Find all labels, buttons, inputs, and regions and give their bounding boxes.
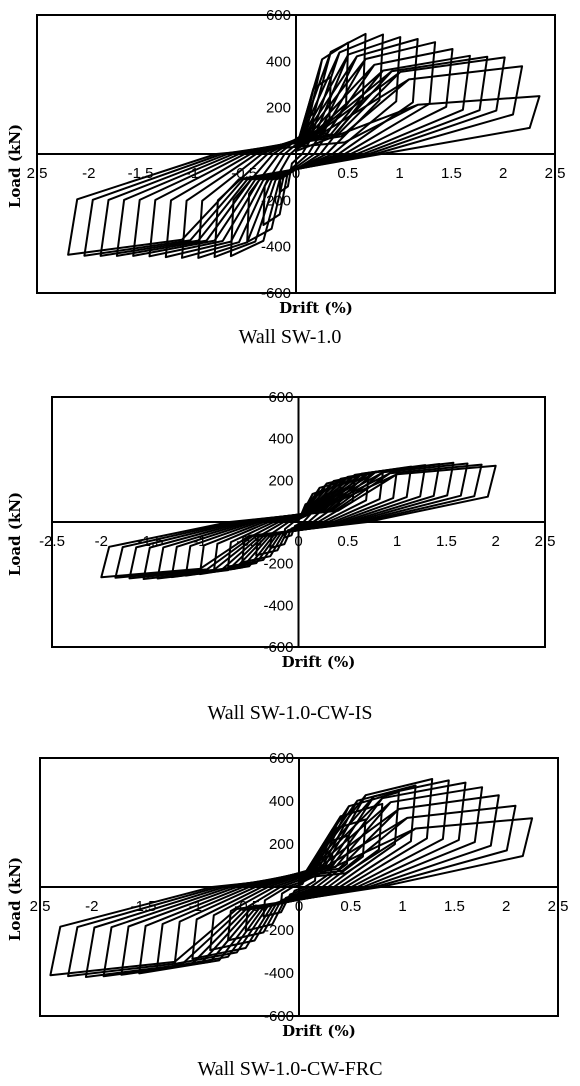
hysteresis-chart-1: 2.5 -2 -1.5 -1 -0.5 0 0.5 1 1.5 2 2.5 -600 -400 -200 2… bbox=[6, 7, 566, 317]
x-tick-label: -1 bbox=[193, 533, 206, 550]
hysteresis-loop bbox=[197, 36, 402, 259]
x-tick-label: 1 bbox=[398, 898, 406, 915]
x-tick-label: 2.5 bbox=[27, 165, 48, 182]
y-tick-label: -400 bbox=[261, 239, 291, 256]
x-tick-label: -2 bbox=[82, 165, 95, 182]
y-tick-label: -400 bbox=[263, 597, 293, 614]
hysteresis-loop bbox=[173, 784, 417, 965]
y-tick-label: 400 bbox=[269, 793, 294, 810]
hysteresis-loop bbox=[99, 56, 506, 257]
x-tick-label: 2 bbox=[499, 165, 507, 182]
hysteresis-loop bbox=[155, 778, 434, 971]
y-tick-label: 400 bbox=[268, 431, 293, 448]
chart-caption-1: Wall SW-1.0 bbox=[238, 326, 342, 348]
x-tick-label: 0 bbox=[295, 898, 303, 915]
chart-panel-2: -2.5 -2 -1.5 -1 -0.5 0 0.5 1 1.5 2 2.5 -600 -400 -200… bbox=[0, 380, 580, 724]
hysteresis-chart-2: -2.5 -2 -1.5 -1 -0.5 0 0.5 1 1.5 2 2.5 -600 -400 -200… bbox=[6, 389, 556, 671]
x-axis-title: Drift (%) bbox=[279, 299, 353, 317]
y-tick-label: -600 bbox=[261, 285, 291, 302]
hysteresis-loop bbox=[191, 791, 400, 960]
x-tick-label: 2.5 bbox=[30, 898, 51, 915]
chart-panel-3: 2.5 -2 -1.5 -1 -0.5 0 0.5 1 1.5 2 2.5 -600 -400 -200 2… bbox=[0, 740, 580, 1086]
x-tick-label: -0.5 bbox=[231, 165, 257, 182]
x-tick-label: 1 bbox=[393, 533, 401, 550]
x-tick-label: 1 bbox=[395, 165, 403, 182]
y-tick-label: -200 bbox=[264, 922, 294, 939]
chart-panel-1: 2.5 -2 -1.5 -1 -0.5 0 0.5 1 1.5 2 2.5 -600 -400 -200 2… bbox=[0, 0, 580, 348]
chart-caption-3: Wall SW-1.0-CW-FRC bbox=[197, 1058, 383, 1080]
x-tick-label: -2.5 bbox=[39, 533, 65, 550]
x-tick-label: -1.5 bbox=[138, 533, 164, 550]
hysteresis-chart-3: 2.5 -2 -1.5 -1 -0.5 0 0.5 1 1.5 2 2.5 -600 -400 -200 2… bbox=[6, 750, 569, 1040]
x-tick-label: 0.5 bbox=[337, 533, 358, 550]
x-tick-label: -1.5 bbox=[128, 165, 154, 182]
x-tick-label: 2 bbox=[502, 898, 510, 915]
x-tick-label: 2.5 bbox=[535, 533, 556, 550]
x-tick-label: 1.5 bbox=[444, 898, 465, 915]
x-tick-label: 2.5 bbox=[548, 898, 569, 915]
x-tick-label: -1 bbox=[186, 165, 199, 182]
hysteresis-loop bbox=[49, 817, 534, 977]
y-tick-label: -200 bbox=[261, 192, 291, 209]
x-tick-label: 0 bbox=[292, 165, 300, 182]
x-tick-label: 2 bbox=[492, 533, 500, 550]
x-tick-label: 0.5 bbox=[340, 898, 361, 915]
x-tick-label: 0.5 bbox=[337, 165, 358, 182]
y-tick-label: 400 bbox=[266, 53, 291, 70]
y-tick-label: -600 bbox=[263, 639, 293, 656]
y-tick-label: 200 bbox=[269, 836, 294, 853]
y-tick-label: 600 bbox=[269, 750, 294, 767]
y-tick-label: 600 bbox=[266, 7, 291, 24]
x-tick-label: -1.5 bbox=[131, 898, 157, 915]
x-tick-label: -2 bbox=[85, 898, 98, 915]
x-tick-label: 2.5 bbox=[545, 165, 566, 182]
y-tick-label: 200 bbox=[268, 472, 293, 489]
hysteresis-loop bbox=[67, 804, 517, 978]
hysteresis-loop bbox=[67, 95, 541, 256]
y-tick-label: 200 bbox=[266, 100, 291, 117]
y-axis-title: Load (kN) bbox=[6, 492, 24, 576]
x-tick-label: -2 bbox=[95, 533, 108, 550]
hysteresis-loop bbox=[100, 464, 497, 579]
x-tick-label: -1 bbox=[189, 898, 202, 915]
x-axis-title: Drift (%) bbox=[282, 653, 356, 671]
x-tick-label: 1.5 bbox=[441, 165, 462, 182]
x-tick-label: -0.5 bbox=[234, 898, 260, 915]
y-tick-label: -600 bbox=[264, 1008, 294, 1025]
x-tick-label: 1.5 bbox=[436, 533, 457, 550]
y-axis-title: Load (kN) bbox=[6, 124, 24, 208]
y-axis-title: Load (kN) bbox=[6, 857, 24, 941]
hysteresis-loop bbox=[229, 32, 367, 258]
chart-caption-2: Wall SW-1.0-CW-IS bbox=[207, 702, 373, 724]
x-axis-title: Drift (%) bbox=[282, 1022, 356, 1040]
y-tick-label: -200 bbox=[263, 556, 293, 573]
x-tick-label: 0 bbox=[294, 533, 302, 550]
y-tick-label: 600 bbox=[268, 389, 293, 406]
y-tick-label: -400 bbox=[264, 965, 294, 982]
x-tick-label: -0.5 bbox=[236, 533, 262, 550]
hysteresis-loop bbox=[213, 33, 384, 258]
